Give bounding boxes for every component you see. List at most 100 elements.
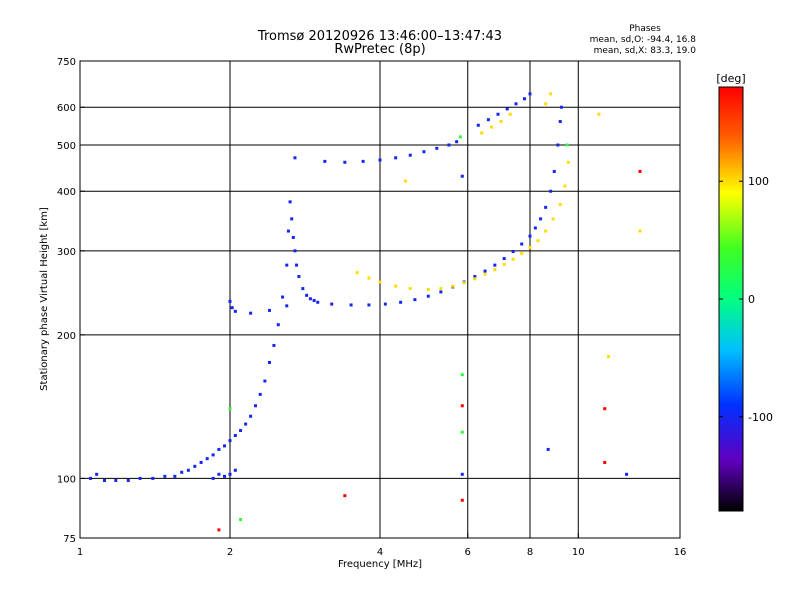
data-point bbox=[297, 275, 301, 279]
data-point bbox=[239, 518, 243, 522]
data-point bbox=[211, 476, 215, 480]
data-point bbox=[233, 468, 237, 472]
data-point bbox=[566, 160, 570, 164]
data-point bbox=[233, 309, 237, 313]
data-point bbox=[103, 478, 107, 482]
data-point bbox=[408, 153, 412, 157]
data-point bbox=[549, 189, 553, 193]
data-point bbox=[399, 300, 403, 304]
data-point bbox=[483, 272, 487, 276]
colorbar-ticks: 100 0 -100 bbox=[719, 175, 773, 424]
data-point bbox=[228, 407, 232, 411]
data-point bbox=[293, 249, 297, 253]
y-tick-label: 100 bbox=[57, 474, 76, 485]
data-point bbox=[493, 263, 497, 267]
x-tick-label: 8 bbox=[527, 547, 533, 558]
data-point bbox=[394, 156, 398, 160]
data-point bbox=[460, 373, 464, 377]
data-point bbox=[483, 269, 487, 273]
data-point bbox=[558, 203, 562, 207]
colorbar-unit-label: [deg] bbox=[716, 72, 745, 85]
data-point bbox=[228, 472, 232, 476]
data-point bbox=[267, 308, 271, 312]
data-point bbox=[508, 112, 512, 116]
data-point bbox=[638, 169, 642, 173]
data-point bbox=[249, 414, 253, 418]
data-point bbox=[293, 156, 297, 160]
data-point bbox=[244, 422, 248, 426]
phase-stats-o: mean, sd,O: -94.4, 16.8 bbox=[590, 35, 697, 45]
data-point bbox=[367, 276, 371, 280]
data-point bbox=[295, 263, 299, 267]
y-tick-label: 75 bbox=[63, 534, 76, 545]
data-point bbox=[514, 102, 518, 106]
axis-ticks: 1 2 4 6 8 10 16 75 100 200 300 400 500 600 750 bbox=[57, 57, 686, 558]
data-point bbox=[378, 280, 382, 284]
x-tick-label: 2 bbox=[227, 547, 233, 558]
data-point bbox=[473, 275, 477, 279]
colorbar-tick-label: 100 bbox=[748, 175, 769, 188]
colorbar-tick-label: -100 bbox=[748, 411, 773, 424]
data-point bbox=[361, 159, 365, 163]
data-point bbox=[230, 306, 234, 310]
data-point bbox=[426, 287, 430, 291]
x-tick-label: 10 bbox=[572, 547, 585, 558]
data-point bbox=[228, 299, 232, 303]
data-point bbox=[383, 302, 387, 306]
data-point bbox=[408, 287, 412, 291]
data-point bbox=[193, 464, 197, 468]
data-point bbox=[563, 184, 567, 188]
data-point bbox=[285, 263, 289, 267]
data-point bbox=[290, 217, 294, 221]
grid-lines bbox=[80, 61, 680, 538]
data-point bbox=[316, 300, 320, 304]
data-point bbox=[394, 284, 398, 288]
data-point bbox=[455, 140, 459, 144]
data-point bbox=[439, 287, 443, 291]
chart-title: Tromsø 20120926 13:46:00–13:47:43 bbox=[257, 29, 502, 44]
data-point bbox=[285, 304, 289, 308]
data-point bbox=[253, 404, 257, 408]
data-point bbox=[460, 174, 464, 178]
data-point bbox=[114, 478, 118, 482]
data-point bbox=[367, 303, 371, 307]
x-tick-label: 4 bbox=[377, 547, 383, 558]
data-point bbox=[565, 143, 569, 147]
data-point bbox=[89, 476, 93, 480]
data-point bbox=[349, 303, 353, 307]
data-point bbox=[312, 299, 316, 303]
data-point bbox=[462, 281, 466, 285]
data-point bbox=[597, 112, 601, 116]
data-point bbox=[378, 158, 382, 162]
data-point bbox=[205, 457, 209, 461]
data-point bbox=[217, 472, 221, 476]
data-point bbox=[505, 107, 509, 111]
data-point bbox=[528, 92, 532, 96]
data-point bbox=[496, 112, 500, 116]
x-axis-label: Frequency [MHz] bbox=[338, 559, 422, 570]
data-point bbox=[511, 257, 515, 261]
data-point bbox=[276, 323, 280, 327]
data-point bbox=[186, 468, 190, 472]
x-tick-label: 1 bbox=[77, 547, 83, 558]
data-point bbox=[403, 179, 407, 183]
data-point bbox=[502, 262, 506, 266]
data-point bbox=[528, 234, 532, 238]
data-point bbox=[546, 447, 550, 451]
data-point bbox=[249, 311, 253, 315]
data-point bbox=[426, 294, 430, 298]
phase-stats-x: mean, sd,X: 83.3, 19.0 bbox=[594, 46, 697, 56]
data-point bbox=[460, 472, 464, 476]
data-point bbox=[281, 295, 285, 299]
data-point bbox=[460, 404, 464, 408]
data-point bbox=[217, 528, 221, 532]
data-point bbox=[556, 143, 560, 147]
data-point bbox=[559, 105, 563, 109]
data-point bbox=[486, 118, 490, 122]
data-point bbox=[233, 434, 237, 438]
data-point bbox=[211, 453, 215, 457]
data-point bbox=[330, 302, 334, 306]
data-point bbox=[544, 205, 548, 209]
data-point bbox=[305, 293, 309, 297]
data-point bbox=[258, 392, 262, 396]
